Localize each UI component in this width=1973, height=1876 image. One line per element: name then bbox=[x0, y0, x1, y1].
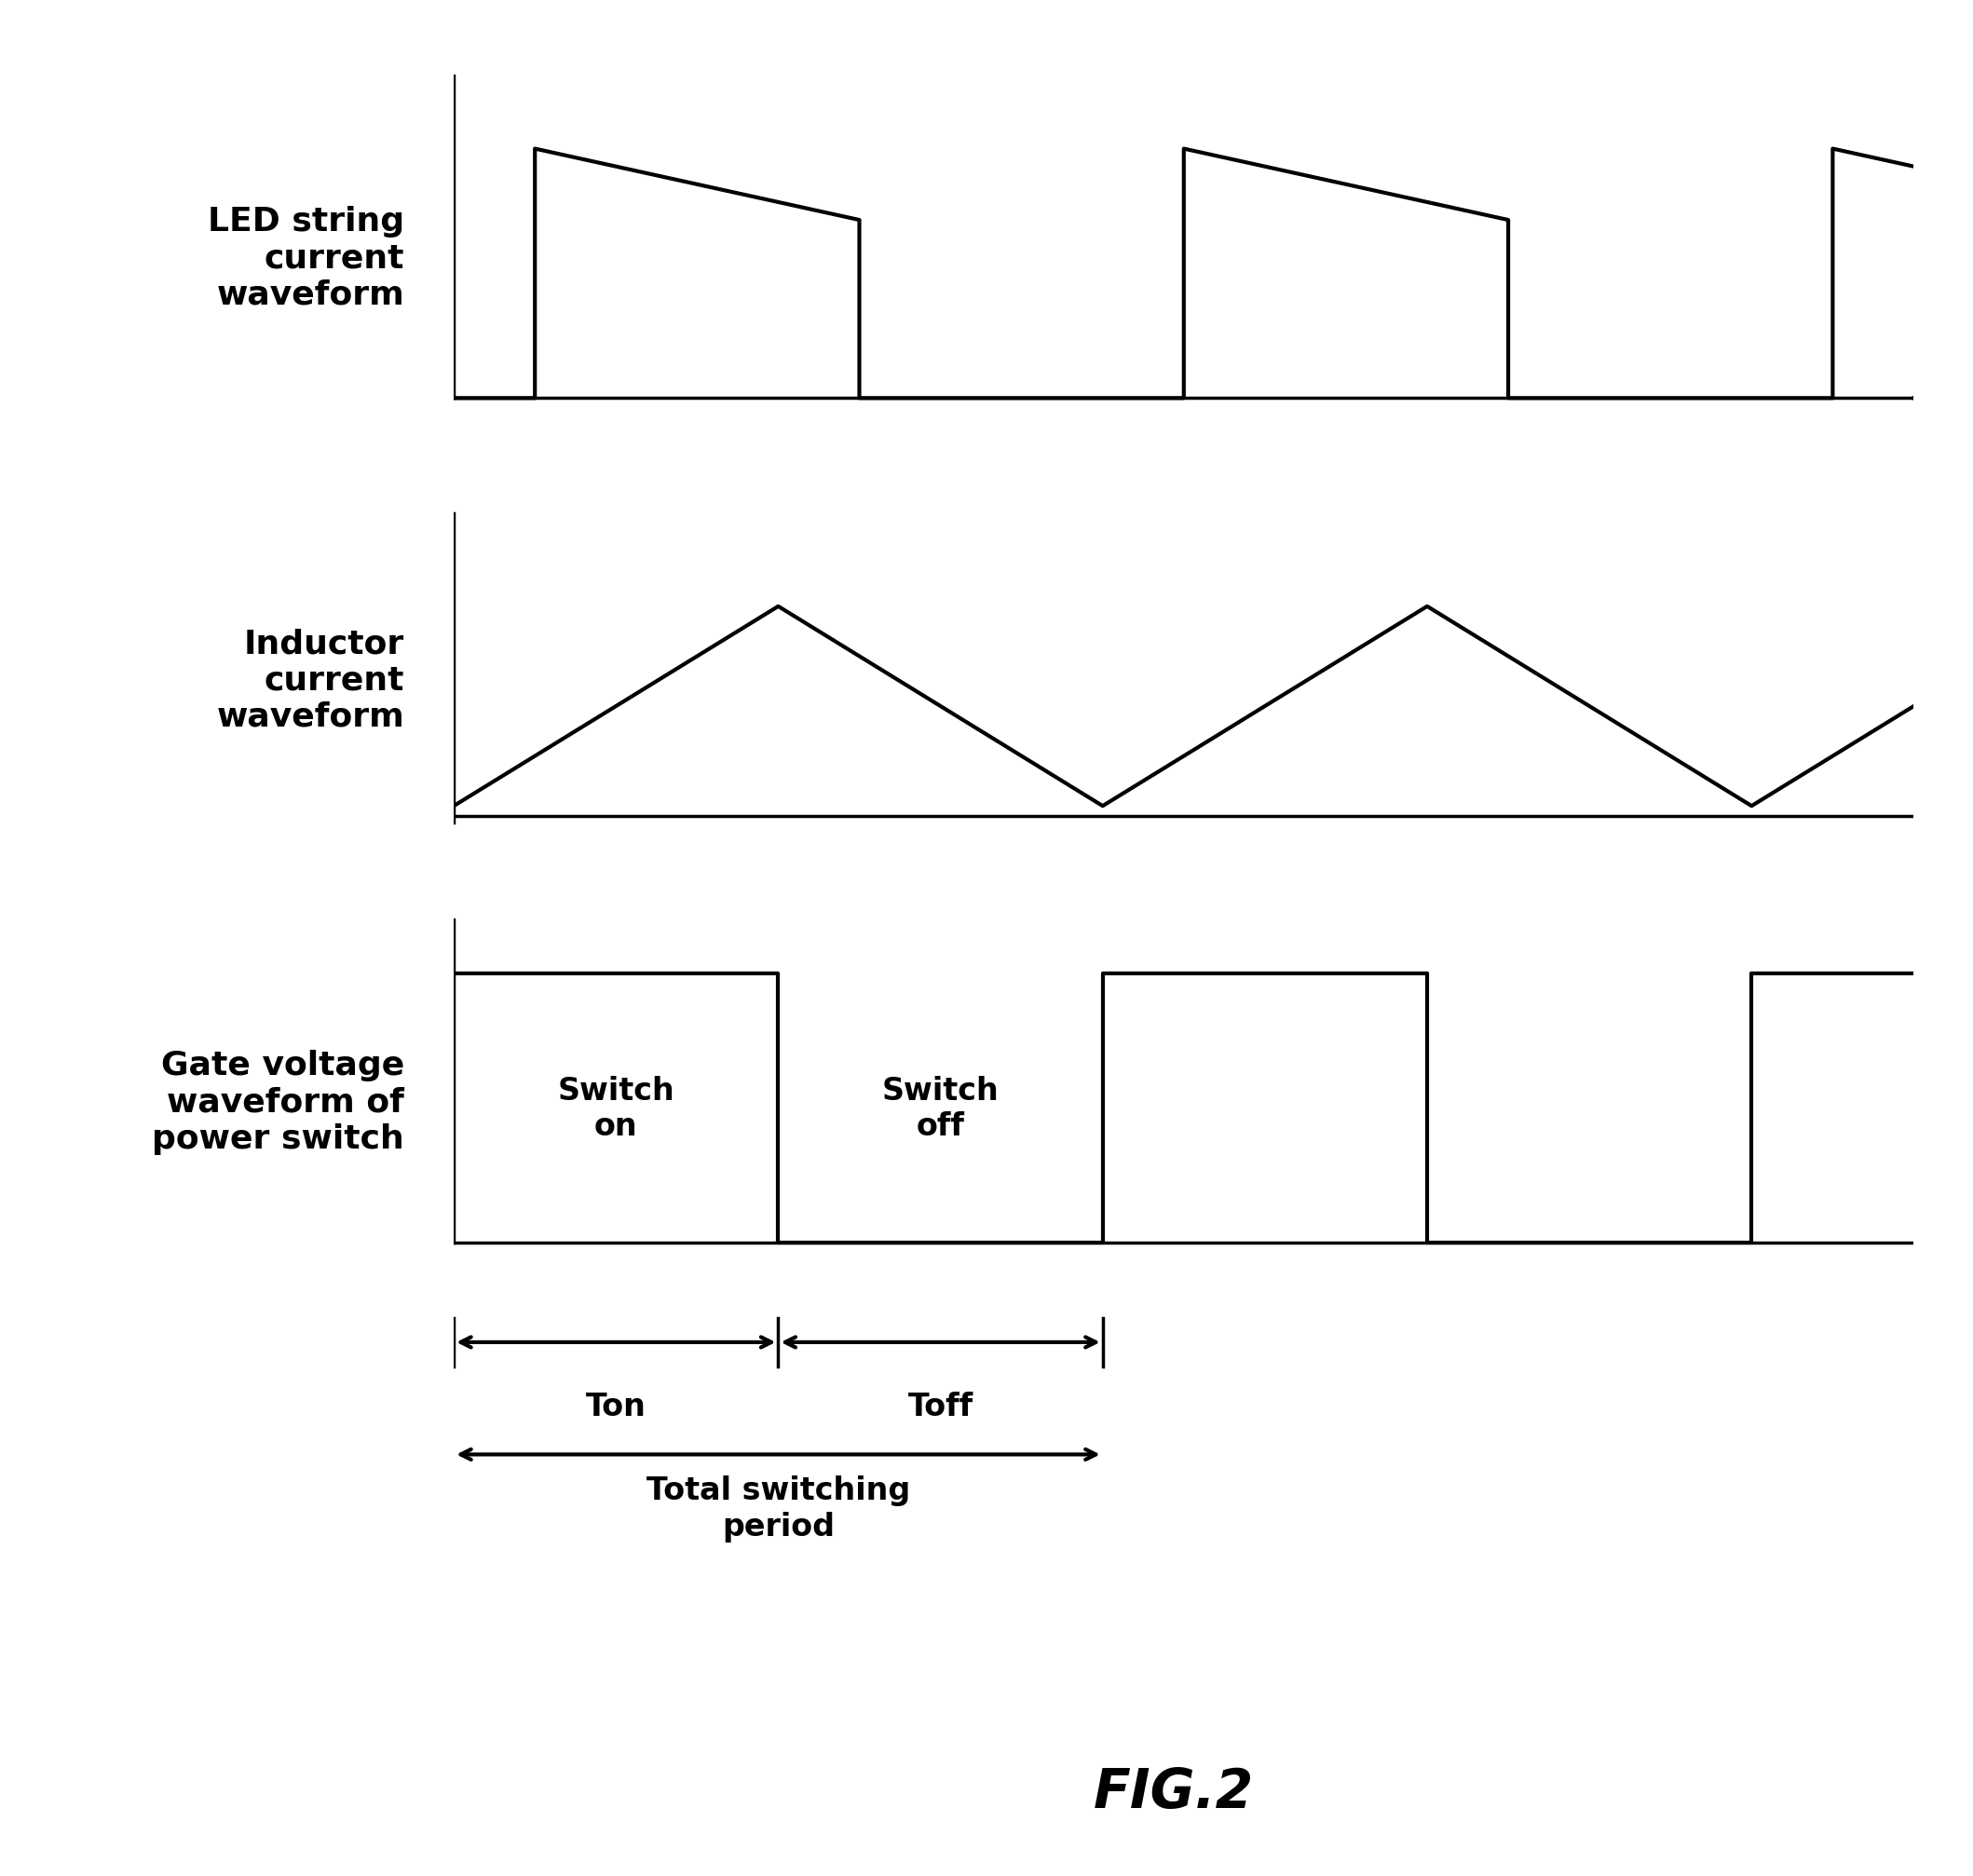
Text: Inductor
current
waveform: Inductor current waveform bbox=[217, 628, 404, 732]
Text: Ton: Ton bbox=[586, 1390, 647, 1422]
Text: Gate voltage
waveform of
power switch: Gate voltage waveform of power switch bbox=[152, 1051, 404, 1154]
Text: LED string
current
waveform: LED string current waveform bbox=[207, 206, 404, 310]
Text: Switch
off: Switch off bbox=[882, 1075, 998, 1142]
Text: FIG.2: FIG.2 bbox=[1093, 1765, 1255, 1818]
Text: Total switching
period: Total switching period bbox=[647, 1475, 910, 1542]
Text: Switch
on: Switch on bbox=[558, 1075, 675, 1142]
Text: Toff: Toff bbox=[908, 1390, 973, 1422]
